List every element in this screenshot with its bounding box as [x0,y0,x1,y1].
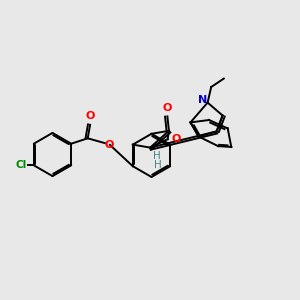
Text: H: H [153,151,161,161]
Text: N: N [198,95,207,105]
Text: O: O [162,103,172,113]
Text: O: O [172,134,181,145]
Text: O: O [85,111,95,121]
Text: H: H [154,160,162,170]
Text: O: O [104,140,113,150]
Text: Cl: Cl [16,160,27,170]
